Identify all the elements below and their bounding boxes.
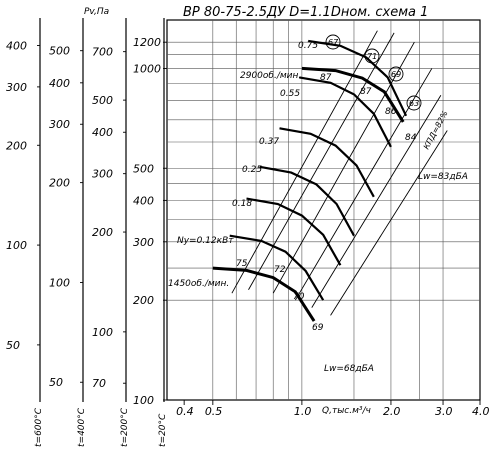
power-diagonal-3 [294,68,433,301]
side-tick-label-1-0: 50 [49,376,63,389]
power-curve-1 [299,76,392,148]
power-curve-0 [308,39,408,117]
eff-low-1: 72 [274,265,286,275]
power-diagonal-4 [311,95,442,308]
power-label-5: Ny=0.12кВт [177,236,234,246]
y-tick-label-1: 200 [133,294,154,307]
chart-title: ВР 80-75-2.5ДУ D=1.1Dном. схема 1 [183,5,428,20]
side-tick-label-1-3: 300 [49,118,70,131]
y-tick-label-0: 100 [133,394,154,407]
eff-high-0: 87 [320,73,332,83]
power-label-0: 0.75 [298,41,318,51]
power-curve-3 [259,165,355,237]
x-tick-label-4: 3.0 [435,405,453,418]
eff-circle-high-3 [406,95,422,111]
y-tick-label-4: 500 [133,162,154,175]
power-label-2: 0.37 [259,137,279,147]
side-tick-label-2-4: 400 [92,126,113,139]
power-curve-2 [279,127,375,198]
eff-circle-high-1 [364,48,380,64]
y-axis: 100 200 300 400 500 1000 1200 [133,36,167,407]
side-tick-label-0-2: 200 [6,139,27,152]
series-line-0 [301,66,405,123]
x-tick-label-2: 1.0 [294,405,312,418]
eff-circle-high-label-0: 67 [328,38,339,47]
side-tick-label-1-1: 100 [49,276,70,289]
eff-circle-high-label-2: 69 [391,70,401,79]
side-tick-label-2-0: 70 [92,377,106,390]
side-tick-label-1-5: 500 [49,45,70,58]
xlabel: Q,тыс.м³/ч [322,406,371,416]
side-tick-label-0-3: 300 [6,81,27,94]
eff-high-1: 87 [360,87,372,97]
lw-low-label: Lw=68дБА [324,364,374,374]
side-tick-label-1-4: 400 [49,77,70,90]
eff-low-3: 69 [312,323,324,333]
kpd-label: КПД=82% [422,109,450,151]
power-label-3: 0.25 [242,165,262,175]
y-tick-label-6: 1200 [133,36,161,49]
eff-circle-high-2 [388,66,404,82]
ylabel: Pv,Па [84,7,109,17]
eff-circle-high-label-1: 71 [367,52,377,61]
side-axis-label-3: t=20°C [158,413,168,447]
side-tick-label-1-2: 200 [49,177,70,190]
side-scales: t=600°C 50 100 200 300 400 t=400°C 50 100 200 300 4… [6,18,168,447]
eff-low-0: 75 [236,259,248,269]
eff-low-2: 70 [293,292,305,302]
side-tick-label-2-2: 200 [92,226,113,239]
eff-circle-high-label-3: 63 [409,99,419,108]
side-tick-label-0-4: 400 [6,39,27,52]
power-curve-5 [229,234,325,301]
eff-high-3: 84 [405,133,417,143]
side-tick-label-0-0: 50 [6,339,20,352]
side-tick-label-2-6: 700 [92,46,113,59]
eff-circle-high-0 [325,34,341,50]
speed-high-label: 2900об./мин. [240,71,301,81]
x-tick-label-5: 4.0 [472,405,490,418]
side-axis-label-2: t=200°C [120,407,130,447]
side-axis-label-0: t=600°C [34,407,44,447]
x-tick-label-3: 2.0 [383,405,401,418]
side-tick-label-2-5: 500 [92,94,113,107]
side-tick-label-2-1: 100 [92,326,113,339]
side-tick-label-0-1: 100 [6,239,27,252]
series-line-1 [212,266,316,322]
plot-frame [166,19,481,401]
speed-low-label: 1450об./мин. [168,279,229,289]
lw-high-label: Lw=83дБА [418,172,468,182]
y-tick-label-2: 300 [133,236,154,249]
curves [212,39,408,322]
power-label-4: 0.18 [232,199,252,209]
y-tick-label-3: 400 [133,194,154,207]
side-axis-label-1: t=400°C [77,407,87,447]
power-label-1: 0.55 [280,89,300,99]
efficiency-markers: 67 71 69 63 [325,34,422,111]
x-axis: 0.4 0.5 1.0 2.0 3.0 4.0 [176,400,490,418]
x-tick-label-1: 0.5 [205,405,223,418]
power-curve-4 [246,197,342,266]
power-diagonal-5 [330,130,448,316]
y-tick-label-5: 1000 [133,62,161,75]
side-tick-label-2-3: 300 [92,168,113,181]
x-tick-label-0: 0.4 [176,405,194,418]
eff-high-2: 86 [385,107,397,117]
